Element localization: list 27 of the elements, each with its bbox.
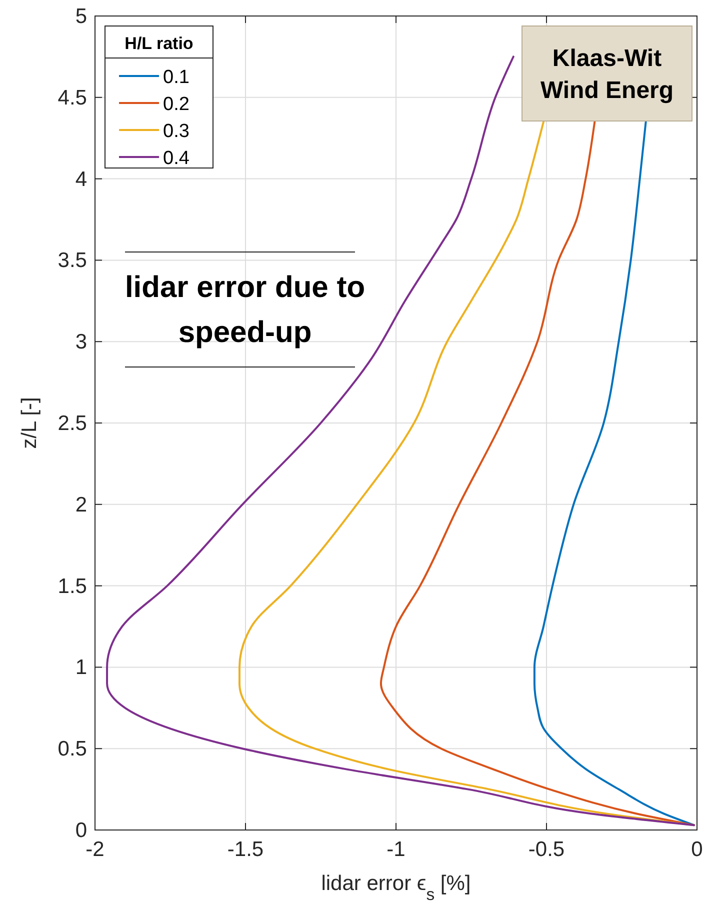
- y-tick-label: 0.5: [58, 738, 87, 761]
- line-series: [533, 120, 695, 826]
- annotation: lidar error due to speed-up: [124, 271, 366, 350]
- y-tick-label: 4: [75, 168, 88, 191]
- y-tick-label: 4.5: [58, 86, 87, 110]
- x-tick-label: -0.5: [528, 838, 565, 861]
- legend-label: 0.1: [163, 67, 190, 88]
- x-tick-label: -2: [86, 838, 104, 861]
- x-tick-label: 0: [691, 838, 703, 861]
- x-tick-label: -1: [386, 838, 406, 861]
- y-axis-title: z/L [-]: [18, 397, 41, 449]
- y-tick-label: 3.5: [58, 249, 87, 272]
- x-tick-label: -1.5: [227, 838, 264, 861]
- line-series: [380, 120, 695, 826]
- x-axis-title: lidar error ϵ$_{s}$ [%]: [321, 872, 471, 904]
- y-tick-label: 3: [75, 330, 87, 354]
- y-tick-label: 1: [75, 656, 87, 680]
- legend-label: 0.4: [163, 148, 190, 169]
- y-tick-label: 5: [75, 5, 87, 28]
- legend-title: H/L ratio: [124, 34, 194, 53]
- y-tick-label: 0: [75, 819, 87, 842]
- y-tick-label: 2: [75, 493, 87, 516]
- y-tick-label: 1.5: [58, 574, 87, 598]
- legend-label: 0.3: [163, 121, 190, 142]
- legend-label: 0.2: [163, 94, 190, 115]
- y-tick-label: 2.5: [58, 412, 87, 435]
- annotation: Klaas-Wit Wind Energ: [540, 45, 674, 104]
